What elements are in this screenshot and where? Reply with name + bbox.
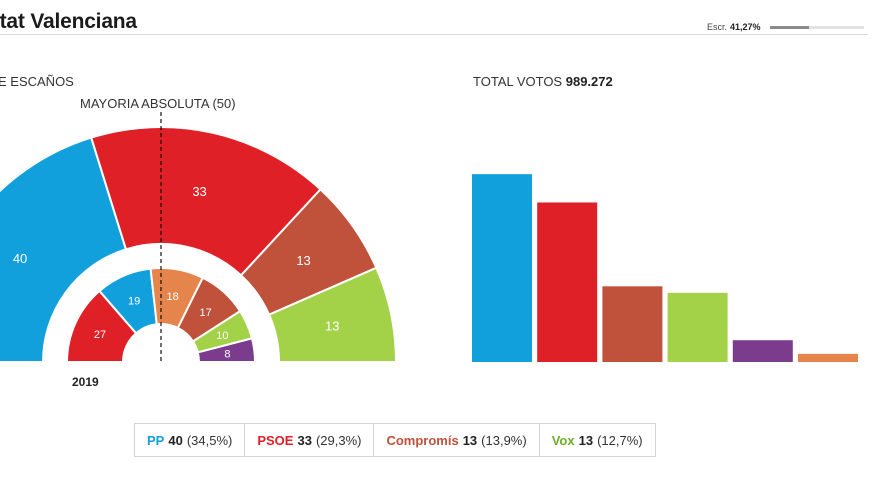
legend-seats: 40: [168, 432, 183, 448]
seats-2019-slice-label: 8: [224, 348, 230, 360]
legend-percent: (29,3%): [315, 432, 362, 448]
legend-item-compromís: Compromís 13 (13,9%): [374, 424, 540, 456]
header-divider: [0, 34, 868, 35]
seats-2023-slice-label: 13: [325, 319, 339, 334]
legend-item-vox: Vox 13 (12,7%): [540, 424, 655, 456]
scrutiny-progress-fill: [770, 26, 809, 29]
seats-2023-slice-label: 40: [13, 251, 27, 266]
legend-percent: (13,9%): [481, 432, 527, 448]
legend-seats: 13: [462, 432, 478, 448]
legend-item-pp: PP 40 (34,5%): [135, 424, 246, 456]
vote-bar-1: [537, 202, 598, 362]
legend-percent: (12,7%): [597, 432, 643, 448]
seats-2023-slice-pp: [0, 136, 128, 363]
scrutiny-indicator: Escr. 41,27%: [707, 22, 761, 32]
vote-bar-2: [602, 286, 663, 362]
seats-2023-slice-label: 33: [192, 184, 206, 199]
previous-year-label: 2019: [72, 375, 99, 389]
seats-heading: E ESCAÑOS: [0, 74, 74, 89]
party-legend: PP 40 (34,5%) PSOE 33 (29,3%) Compromís 13 (13,9…: [134, 423, 656, 457]
legend-seats: 33: [297, 432, 312, 448]
scrutiny-value: 41,27%: [730, 22, 761, 32]
seats-2019-slice-label: 18: [167, 291, 179, 303]
vote-bar-5: [798, 353, 858, 362]
total-votes-label: TOTAL VOTOS: [473, 74, 563, 89]
seats-2019-slice-5: [196, 337, 257, 363]
legend-party: Vox: [551, 432, 575, 448]
seats-2019-slice-label: 27: [94, 329, 106, 341]
scrutiny-progress-bar: [770, 26, 864, 29]
legend-party: PSOE: [257, 432, 294, 448]
seats-2023-slice-label: 13: [296, 253, 310, 268]
votes-bar-chart: [472, 174, 858, 362]
legend-percent: (34,5%): [186, 432, 233, 448]
vote-bar-4: [732, 340, 793, 362]
vote-bar-0: [472, 174, 532, 362]
legend-party: PP: [147, 432, 165, 448]
vote-bar-3: [667, 292, 728, 362]
legend-seats: 13: [578, 432, 594, 448]
seats-2019-slice-label: 17: [200, 307, 212, 319]
seats-2019-slice-label: 10: [216, 330, 228, 342]
page-title: itat Valenciana: [0, 10, 137, 33]
majority-label: MAYORIA ABSOLUTA (50): [80, 96, 236, 111]
seats-2023-slice-vox: [267, 266, 398, 363]
legend-party: Compromís: [386, 432, 459, 448]
scrutiny-label: Escr.: [707, 22, 728, 32]
seats-2023-slice-psoe: [89, 126, 322, 277]
total-votes-value: 989.272: [565, 74, 613, 89]
total-votes-heading: TOTAL VOTOS 989.272: [473, 74, 613, 89]
seats-hemicycle-chart: 40 33 13 13 27 19 18 17 10 8: [0, 112, 398, 364]
legend-item-psoe: PSOE 33 (29,3%): [245, 424, 375, 456]
seats-2019-slice-label: 19: [128, 295, 140, 307]
